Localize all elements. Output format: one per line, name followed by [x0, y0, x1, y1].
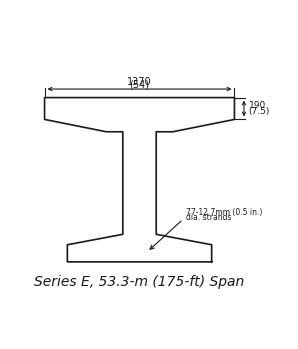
Text: (54): (54): [130, 80, 150, 90]
Text: dia. strands: dia. strands: [186, 213, 232, 222]
Text: (7.5): (7.5): [249, 107, 270, 116]
Text: 77-12.7mm (0.5 in.): 77-12.7mm (0.5 in.): [186, 208, 263, 217]
Text: Series E, 53.3-m (175-ft) Span: Series E, 53.3-m (175-ft) Span: [34, 275, 245, 289]
Text: 190: 190: [249, 101, 266, 110]
Text: 1370: 1370: [127, 76, 152, 87]
